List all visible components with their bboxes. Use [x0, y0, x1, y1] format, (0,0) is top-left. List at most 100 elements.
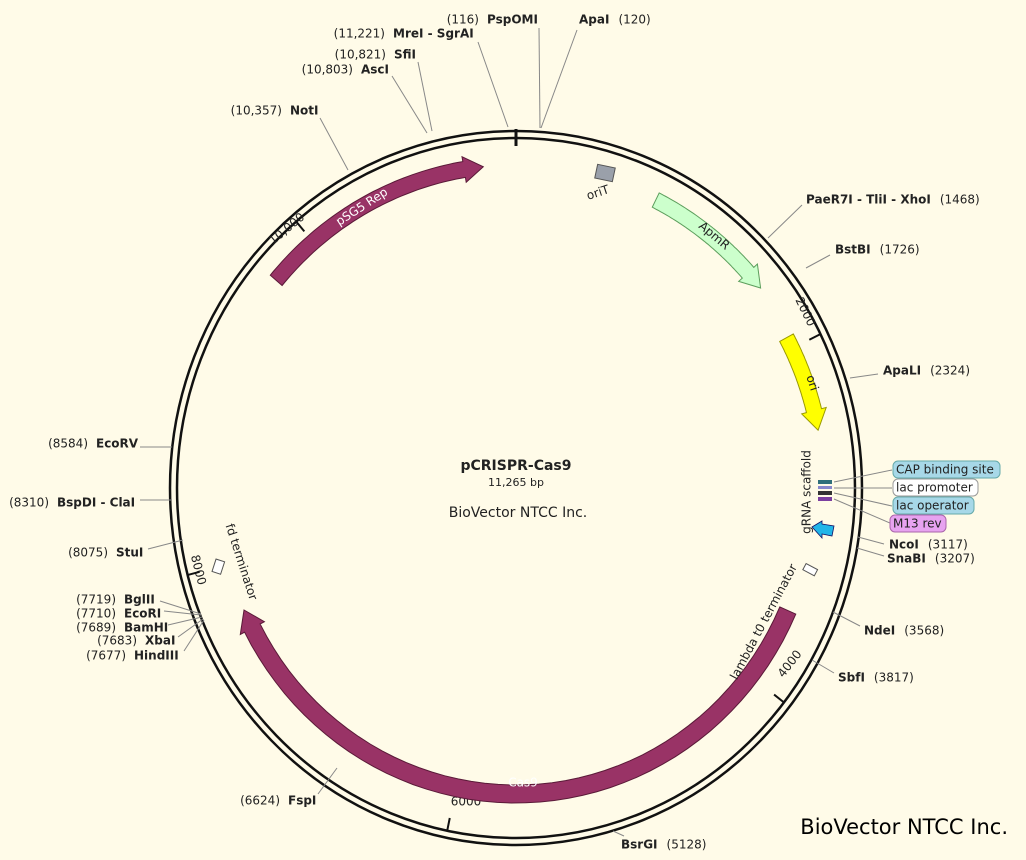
site-position: (1468)	[940, 193, 980, 207]
site-position: (8075)	[68, 546, 108, 560]
fd-mark	[211, 558, 226, 575]
ruler-tick	[773, 693, 785, 704]
site-leader	[805, 254, 831, 269]
site-leader	[177, 618, 204, 638]
site-name: BsrGI	[621, 838, 658, 852]
site-name: SbfI	[838, 671, 865, 685]
site-position: (7683)	[97, 634, 137, 648]
site-name: BspDI - ClaI	[57, 496, 135, 510]
site-position: (3207)	[935, 552, 975, 566]
site-leader	[849, 373, 879, 379]
m13-arrow	[811, 520, 835, 540]
site-name: BglII	[124, 593, 155, 607]
site-leader	[417, 61, 433, 132]
site-leader	[612, 830, 625, 837]
site-leader	[857, 536, 885, 545]
site-position: (6624)	[240, 794, 280, 808]
feature-arrow	[651, 192, 762, 289]
site-leader	[159, 600, 202, 615]
site-name: StuI	[116, 546, 143, 560]
site-position: (5128)	[667, 838, 707, 852]
feature-arrow	[239, 606, 797, 804]
organization: BioVector NTCC Inc.	[449, 505, 587, 521]
grna-mark	[818, 480, 832, 484]
restriction-sites: PspOMI (116) ApaI (120) MreI - SgrAI (11,221)…	[9, 13, 980, 852]
site-name: EcoRV	[96, 437, 139, 451]
site-leader	[540, 29, 578, 129]
plasmid-name: pCRISPR-Cas9	[460, 458, 571, 474]
site-position: (116)	[447, 13, 479, 27]
ruler-tick	[446, 817, 451, 831]
promoter-mark	[818, 486, 832, 489]
site-name: BstBI	[835, 243, 871, 257]
site-leader	[391, 75, 428, 134]
site-name: EcoRI	[124, 607, 161, 621]
ruler-tick	[808, 333, 822, 341]
operator-mark	[818, 491, 832, 495]
feature-box	[892, 460, 1001, 479]
site-position: (3568)	[904, 624, 944, 638]
feature-arrow	[779, 333, 827, 432]
site-leader	[183, 619, 205, 652]
site-name: PspOMI	[487, 13, 538, 27]
site-position: (8310)	[9, 496, 49, 510]
ruler-tick	[295, 220, 306, 232]
feature-label: lac operator	[896, 499, 969, 513]
site-leader	[147, 539, 184, 550]
site-leader	[767, 204, 803, 239]
site-position: (1726)	[880, 243, 920, 257]
site-name: SnaBI	[887, 552, 926, 566]
site-name: NdeI	[864, 624, 895, 638]
orit-mark	[594, 163, 616, 183]
site-leader	[319, 117, 349, 171]
site-position: (7719)	[76, 593, 116, 607]
site-position: (120)	[618, 13, 650, 27]
site-position: (11,221)	[334, 27, 385, 41]
site-name: XbaI	[145, 634, 175, 648]
site-leader	[167, 616, 203, 626]
leader-line	[833, 498, 891, 524]
feature-arrows	[187, 155, 827, 831]
site-name: PaeR7I - TliI - XhoI	[806, 193, 931, 207]
site-leader	[163, 610, 202, 616]
feature-box	[889, 514, 947, 533]
site-position: (8584)	[48, 437, 88, 451]
lambda-mark	[802, 562, 819, 577]
feature-label: lac promoter	[896, 481, 973, 495]
feature-label: Cas9	[508, 776, 538, 790]
m13-mark	[818, 497, 832, 501]
site-position: (10,803)	[302, 63, 353, 77]
site-name: NcoI	[889, 538, 919, 552]
site-leader	[477, 41, 509, 128]
ruler-tick	[187, 570, 200, 577]
site-leader	[811, 659, 835, 674]
site-position: (7677)	[86, 649, 126, 663]
feature-label: ori	[803, 373, 821, 392]
site-name: FspI	[288, 794, 316, 808]
site-name: MreI - SgrAI	[393, 27, 474, 41]
feature-label: gRNA scaffold	[800, 450, 814, 534]
site-name: AscI	[361, 63, 389, 77]
site-position: (7710)	[76, 607, 116, 621]
site-name: SfiI	[394, 48, 416, 62]
leader-line	[833, 469, 893, 483]
site-leader	[856, 547, 885, 557]
feature-label: CAP binding site	[896, 463, 994, 477]
feature-arrow	[269, 155, 485, 287]
site-name: HindIII	[134, 649, 179, 663]
feature-box	[892, 478, 979, 497]
plasmid-size: 11,265 bp	[488, 476, 544, 489]
site-position: (3817)	[874, 671, 914, 685]
site-leader	[317, 767, 338, 795]
site-name: ApaLI	[883, 364, 921, 378]
feature-label: oriT	[585, 182, 612, 203]
site-name: NotI	[290, 104, 319, 118]
site-name: ApaI	[579, 13, 609, 27]
watermark: BioVector NTCC Inc.	[800, 815, 1008, 839]
site-position: (10,357)	[231, 104, 282, 118]
site-name: BamHI	[124, 621, 168, 635]
site-leader	[832, 611, 861, 627]
leader-line	[833, 492, 893, 507]
